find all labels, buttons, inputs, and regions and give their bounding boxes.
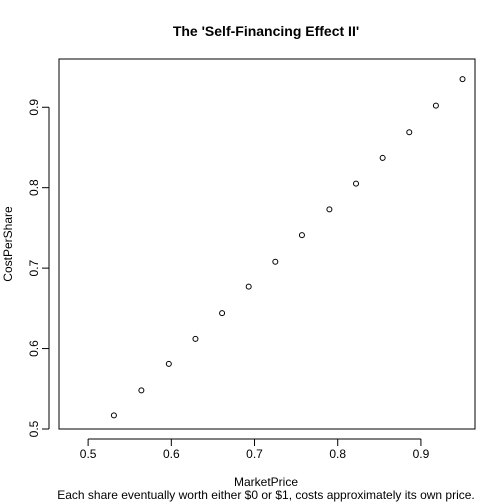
x-tick-label: 0.7 — [246, 447, 263, 461]
chart-subtitle: Each share eventually worth either $0 or… — [57, 488, 475, 502]
data-point — [326, 206, 333, 213]
chart-title: The 'Self-Financing Effect II' — [173, 23, 359, 39]
x-tick-label: 0.9 — [413, 447, 430, 461]
y-tick-label: 0.6 — [27, 340, 41, 357]
plot-box — [58, 58, 476, 430]
data-point — [353, 180, 360, 187]
data-point — [192, 335, 199, 342]
y-tick-label: 0.8 — [27, 179, 41, 196]
data-point — [110, 412, 117, 419]
data-point — [219, 310, 226, 317]
x-axis-label: MarketPrice — [234, 475, 298, 489]
data-point — [245, 283, 252, 290]
x-axis: 0.5 0.6 0.7 0.8 0.9 — [80, 438, 430, 461]
x-tick-label: 0.5 — [80, 447, 97, 461]
y-axis-label: CostPerShare — [1, 206, 15, 282]
x-tick-label: 0.8 — [329, 447, 346, 461]
x-tick-label: 0.6 — [163, 447, 180, 461]
data-point — [432, 102, 439, 109]
data-point — [298, 232, 305, 239]
y-tick-label: 0.7 — [27, 259, 41, 276]
data-point — [272, 258, 279, 265]
data-point — [379, 154, 386, 161]
y-axis: 0.5 0.6 0.7 0.8 0.9 — [27, 99, 50, 437]
data-points — [110, 76, 466, 419]
y-tick-label: 0.5 — [27, 420, 41, 437]
data-point — [459, 76, 466, 83]
y-tick-label: 0.9 — [27, 99, 41, 116]
data-point — [165, 360, 172, 367]
data-point — [138, 387, 145, 394]
data-point — [406, 129, 413, 136]
